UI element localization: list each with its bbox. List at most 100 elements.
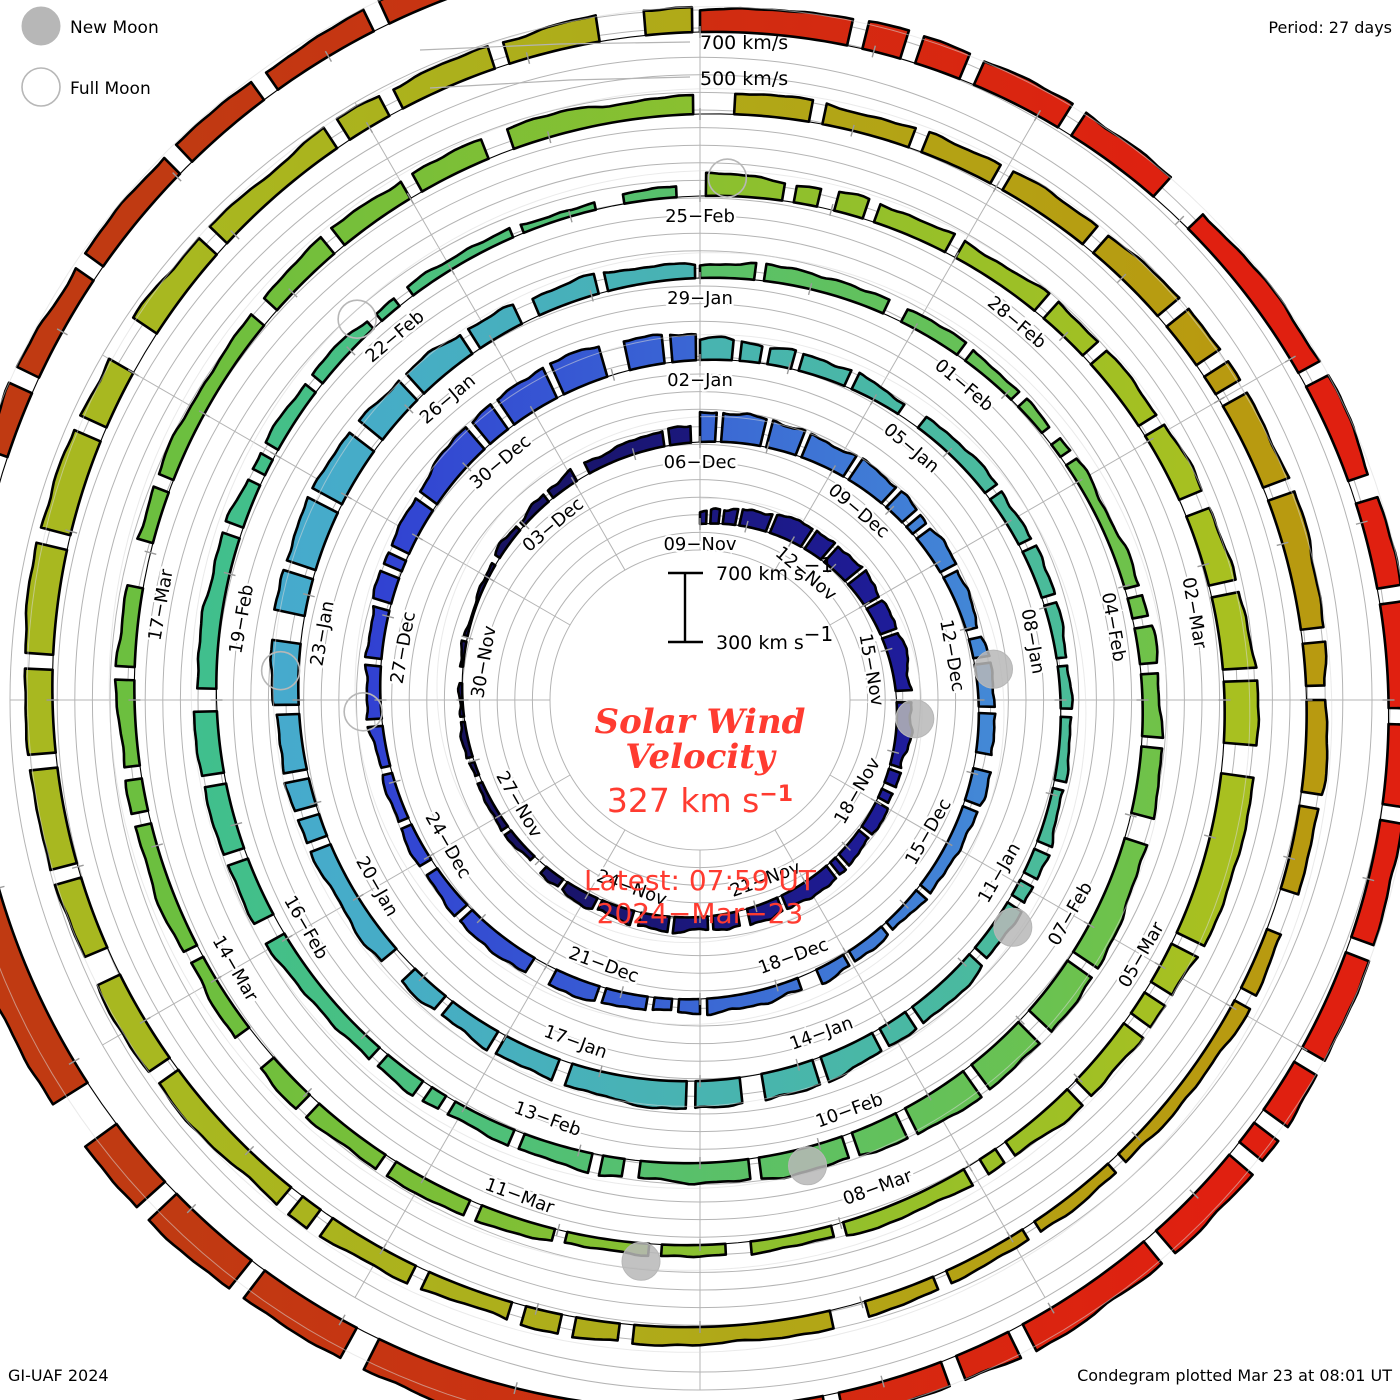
spiral-turn-2-segment: [602, 262, 697, 293]
radial-tick: [447, 263, 456, 275]
date-label: 06−Dec: [664, 452, 737, 473]
radial-tick: [1203, 834, 1216, 839]
spiral-turn-5-segment: [335, 94, 391, 141]
spiral-turn-3-segment: [203, 782, 246, 856]
spiral-turn-2-segment: [466, 303, 524, 350]
date-label: 25−Feb: [665, 206, 735, 227]
radial-tick: [482, 574, 494, 582]
radial-tick: [619, 986, 624, 999]
band-interior-guide: [272, 252, 1087, 1107]
radial-tick: [826, 563, 837, 574]
spiral-turn-6-segment: [83, 1122, 167, 1209]
spiral-turn-0-segment: [860, 800, 889, 836]
radial-tick: [795, 1058, 800, 1071]
radial-tick: [942, 447, 953, 458]
spiral-turn-2-segment: [1010, 878, 1035, 904]
spiral-turn-6-segment: [362, 1337, 583, 1400]
radial-tick: [340, 492, 352, 500]
radial-tick: [966, 770, 979, 776]
spiral-turn-5-segment: [1033, 1162, 1118, 1233]
radial-tick: [828, 465, 837, 477]
spiral-turn-0-segment: [698, 509, 708, 526]
radial-tick: [1045, 791, 1058, 797]
spiral-turn-3-segment: [1130, 745, 1164, 821]
radial-tick: [365, 121, 374, 133]
radial-tick: [1189, 1189, 1199, 1199]
spiral-turn-1-segment: [705, 976, 803, 1017]
spiral-turn-4-segment: [1004, 1087, 1084, 1157]
radial-tick: [1197, 562, 1210, 568]
spiral-turn-4-segment: [1042, 300, 1100, 357]
spiral-turn-6-segment: [15, 267, 95, 379]
radial-tick: [883, 1018, 891, 1030]
radial-tick: [1213, 396, 1225, 404]
spiral-turn-1-segment: [381, 771, 410, 824]
spiral-turn-5-segment: [287, 1195, 322, 1230]
radial-tick: [1000, 389, 1011, 400]
scalebar-bottom-label: 300 km s−1: [716, 622, 833, 654]
radial-tick: [230, 822, 243, 827]
radial-tick: [244, 1145, 255, 1156]
radial-tick: [309, 800, 322, 806]
radial-tick: [502, 1030, 510, 1042]
band-interior-guide: [354, 334, 1005, 1025]
radial-tick: [423, 852, 435, 860]
radial-tick: [880, 647, 893, 653]
new-moon-marker: [895, 699, 935, 739]
radial-tick: [411, 533, 423, 541]
radial-tick: [859, 1296, 864, 1309]
grid-spoke: [774, 102, 1046, 571]
radial-tick: [1284, 355, 1296, 363]
spiral-turn-0-segment: [708, 507, 722, 525]
spiral-turn-6-segment: [861, 20, 911, 60]
spiral-turn-1-segment: [363, 605, 391, 661]
radial-tick: [288, 288, 298, 298]
spiral-turn-5-segment: [24, 541, 69, 657]
radial-tick: [1006, 1231, 1014, 1243]
lead-line-700: [419, 41, 691, 51]
velocity-scale-bar: 700 km s−1 300 km s−1: [668, 553, 833, 654]
grid-spoke: [774, 829, 1046, 1298]
spiral-turn-3-segment: [517, 1132, 594, 1175]
spiral-turn-1-segment: [676, 997, 702, 1016]
date-label: 02−Mar: [1178, 576, 1211, 651]
date-label: 03−Dec: [519, 494, 588, 557]
radial-tick: [1174, 215, 1185, 226]
spiral-turn-1-segment: [600, 986, 649, 1012]
radial-tick: [880, 1375, 885, 1388]
date-label: 02−Jan: [667, 370, 733, 391]
spiral-turn-1-segment: [390, 497, 435, 556]
radial-tick: [127, 369, 139, 377]
spiral-turn-6-segment: [1021, 1240, 1164, 1353]
date-label-halo: 25−Feb: [665, 206, 735, 227]
radial-tick: [324, 50, 333, 62]
spiral-turn-5-segment: [1091, 234, 1181, 318]
radial-tick: [816, 1137, 822, 1150]
radial-tick: [139, 1016, 151, 1024]
radial-tick: [959, 626, 972, 632]
spiral-turn-4-segment: [872, 202, 957, 254]
spiral-turn-3-segment: [224, 478, 262, 529]
grid-spoke: [829, 774, 1298, 1046]
spiral-turn-0-segment: [721, 507, 740, 527]
radial-tick: [525, 52, 531, 65]
new-moon-marker: [993, 907, 1033, 947]
radial-tick: [534, 1302, 540, 1315]
radial-tick: [462, 462, 472, 472]
radial-tick: [744, 520, 749, 533]
radial-tick: [281, 934, 293, 942]
spiral-turn-0-segment: [883, 767, 903, 789]
spiral-turn-5-segment: [1279, 804, 1320, 896]
spiral-turn-5-segment: [821, 102, 917, 149]
radial-tick: [1118, 584, 1131, 589]
spiral-turn-4-segment: [1129, 991, 1167, 1029]
radial-tick: [858, 601, 870, 609]
radial-tick: [494, 811, 506, 819]
full-moon-marker: [337, 299, 377, 339]
radial-tick: [352, 893, 364, 901]
radial-tick: [382, 614, 395, 619]
radial-tick: [1012, 880, 1024, 888]
spiral-turn-0-segment: [467, 760, 481, 778]
radial-tick: [1000, 519, 1012, 527]
radial-tick: [884, 505, 895, 516]
